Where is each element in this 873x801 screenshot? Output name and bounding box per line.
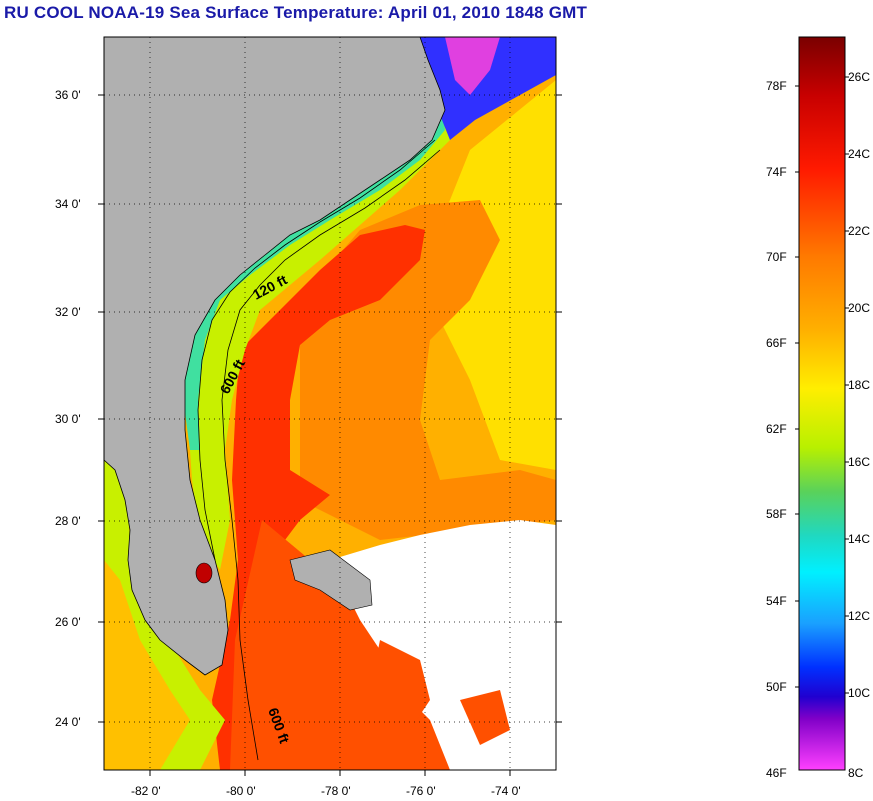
colorbar-c-20: 20C <box>848 301 870 315</box>
colorbar-f-50: 50F <box>766 680 787 694</box>
lon-label-80: -80 0' <box>226 784 256 798</box>
colorbar-f-58: 58F <box>766 507 787 521</box>
contour-600ft <box>221 149 441 761</box>
colorbar-c-8: 8C <box>848 766 864 780</box>
bahamas-water <box>370 640 430 730</box>
lat-label-28: 28 0' <box>55 514 81 528</box>
map-ticks <box>98 94 562 776</box>
colorbar-c-12: 12C <box>848 609 870 623</box>
colorbar-f-46: 46F <box>766 766 787 780</box>
lon-label-74: -74 0' <box>491 784 521 798</box>
lat-label-34: 34 0' <box>55 197 81 211</box>
colorbar-f-78: 78F <box>766 79 787 93</box>
lake-okeechobee <box>195 562 213 584</box>
land-southeast-us <box>104 37 446 676</box>
colorbar-f-74: 74F <box>766 165 787 179</box>
colorbar <box>798 36 846 771</box>
gulf-warm-water <box>104 560 190 770</box>
lat-label-26: 26 0' <box>55 615 81 629</box>
very-cold-water <box>445 37 500 95</box>
lat-label-24: 24 0' <box>55 715 81 729</box>
map-plot-area <box>104 37 556 770</box>
colorbar-c-18: 18C <box>848 378 870 392</box>
colorbar-c-14: 14C <box>848 532 870 546</box>
lon-label-76: -76 0' <box>406 784 436 798</box>
colorbar-c-22: 22C <box>848 224 870 238</box>
map-gridlines <box>104 37 556 770</box>
contour-120ft <box>197 139 436 561</box>
map-title: RU COOL NOAA-19 Sea Surface Temperature:… <box>4 3 588 22</box>
land-bahamas <box>289 549 373 611</box>
colorbar-f-70: 70F <box>766 250 787 264</box>
lat-label-32: 32 0' <box>55 305 81 319</box>
colorbar-c-10: 10C <box>848 686 870 700</box>
colorbar-f-62: 62F <box>766 422 787 436</box>
bahamas-water <box>460 690 510 745</box>
colorbar-ticks <box>795 76 849 694</box>
map-frame <box>103 36 557 771</box>
lat-label-36: 36 0' <box>55 88 81 102</box>
gulf-stream <box>212 225 425 770</box>
lon-label-82: -82 0' <box>131 784 161 798</box>
colorbar-f-54: 54F <box>766 594 787 608</box>
offshore-yellow-water <box>430 80 556 470</box>
colorbar-c-16: 16C <box>848 455 870 469</box>
lat-label-30: 30 0' <box>55 412 81 426</box>
colorbar-c-26: 26C <box>848 70 870 84</box>
colorbar-f-66: 66F <box>766 336 787 350</box>
lon-label-78: -78 0' <box>321 784 351 798</box>
colorbar-c-24: 24C <box>848 147 870 161</box>
